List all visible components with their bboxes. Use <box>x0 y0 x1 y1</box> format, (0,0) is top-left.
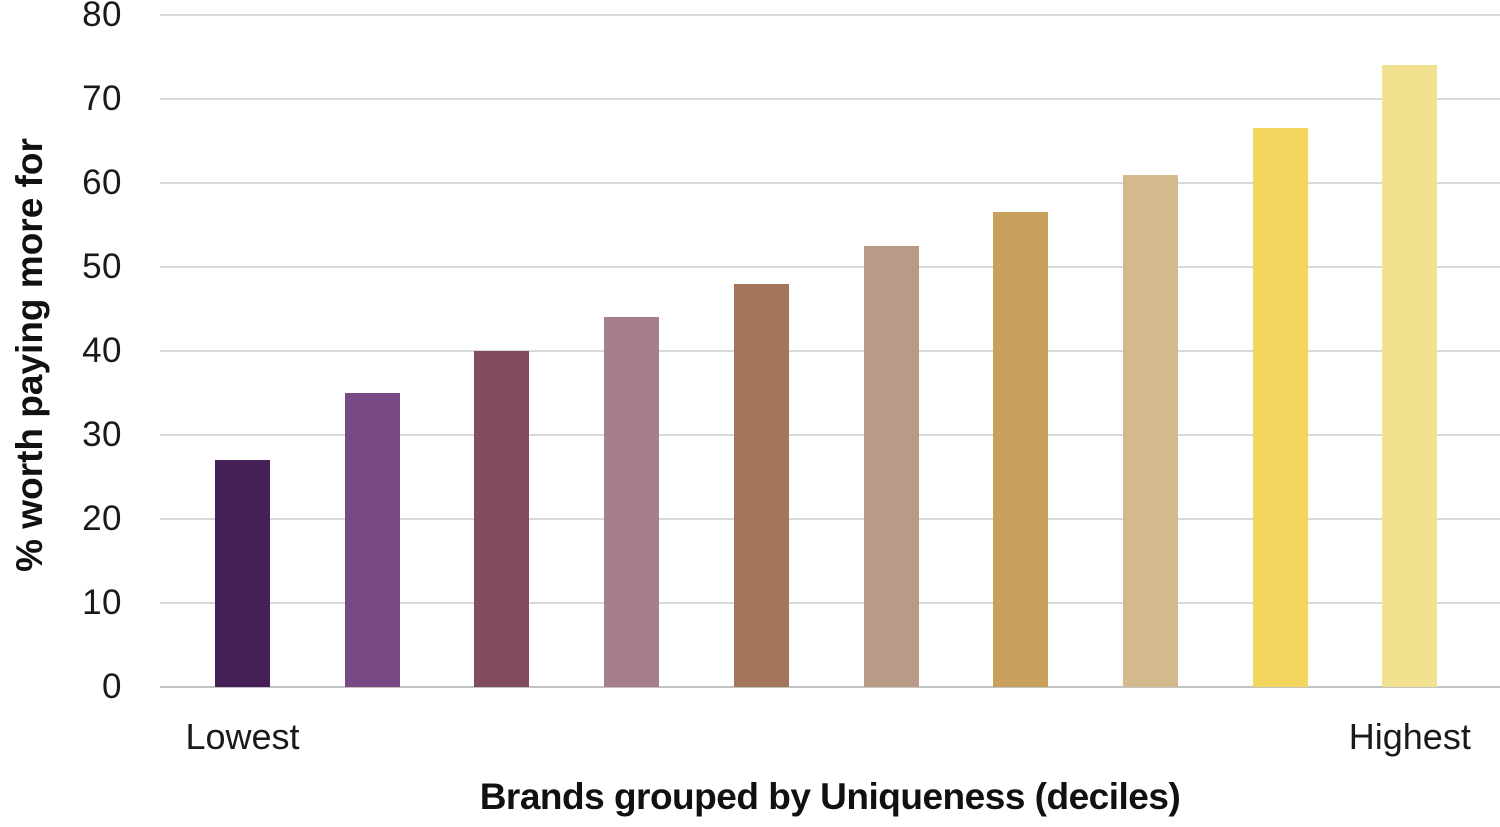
gridline-30 <box>160 434 1500 436</box>
y-tick-label-50: 50 <box>82 247 122 286</box>
x-axis-category-labels: Lowest Highest <box>0 712 1500 762</box>
y-tick-label-20: 20 <box>82 499 122 538</box>
y-tick-label-60: 60 <box>82 163 122 202</box>
y-tick-label-70: 70 <box>82 79 122 118</box>
y-tick-label-10: 10 <box>82 583 122 622</box>
bar-decile-1 <box>215 460 270 687</box>
bar-decile-10 <box>1382 65 1438 687</box>
y-tick-label-40: 40 <box>82 331 122 370</box>
bar-decile-8 <box>1122 174 1178 687</box>
gridline-10 <box>160 602 1500 604</box>
gridline-70 <box>160 98 1500 100</box>
bar-decile-3 <box>474 351 530 687</box>
y-tick-label-0: 0 <box>102 667 122 706</box>
y-tick-label-80: 80 <box>82 0 122 34</box>
bar-decile-6 <box>863 246 919 687</box>
gridline-50 <box>160 266 1500 268</box>
bar-decile-2 <box>344 393 400 687</box>
bar-decile-7 <box>993 212 1049 687</box>
y-axis-tick-labels: 0 10 20 30 40 50 60 70 80 <box>0 0 122 706</box>
x-category-label-lowest: Lowest <box>185 716 300 757</box>
y-tick-label-30: 30 <box>82 415 122 454</box>
bar-decile-4 <box>604 317 660 687</box>
gridline-60 <box>160 182 1500 184</box>
bar-decile-9 <box>1252 128 1308 687</box>
plot-area <box>160 14 1500 688</box>
gridline-20 <box>160 518 1500 520</box>
gridline-80 <box>160 14 1500 16</box>
gridline-0 <box>160 686 1500 688</box>
x-category-label-highest: Highest <box>1348 716 1471 757</box>
gridline-40 <box>160 350 1500 352</box>
bar-decile-5 <box>733 283 789 687</box>
x-axis-title: Brands grouped by Uniqueness (deciles) <box>479 776 1181 817</box>
